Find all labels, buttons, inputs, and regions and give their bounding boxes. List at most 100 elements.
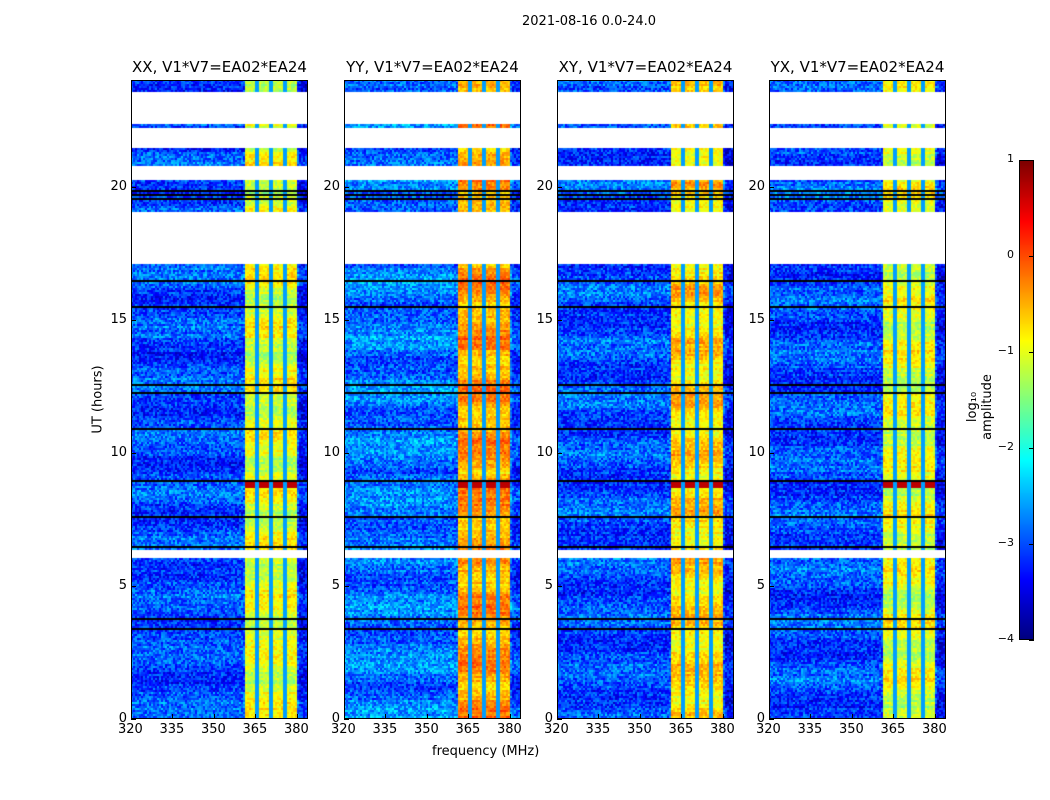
colorbar-label: log₁₀ amplitude [965, 374, 995, 440]
y-tick [344, 452, 349, 454]
colorbar [1019, 160, 1034, 640]
y-tick [769, 186, 774, 188]
x-tick-label: 320 [756, 722, 781, 737]
y-tick-label: 10 [536, 444, 553, 460]
x-tick-label: 380 [496, 722, 522, 737]
colorbar-tick-label: 1 [1007, 152, 1014, 165]
panel-title: XY, V1*V7=EA02*EA24 [558, 58, 733, 76]
y-tick-label: 0 [118, 711, 127, 726]
x-tick [639, 714, 641, 719]
y-tick [131, 319, 136, 321]
y-tick [557, 452, 562, 454]
x-tick [934, 714, 936, 719]
y-tick-label: 0 [331, 711, 340, 726]
x-tick-label: 335 [585, 722, 611, 737]
x-tick-label: 350 [838, 722, 864, 737]
panel-title: XX, V1*V7=EA02*EA24 [132, 58, 307, 76]
x-tick [681, 714, 683, 719]
y-tick [769, 585, 774, 587]
y-tick [344, 186, 349, 188]
x-tick-label: 335 [797, 722, 823, 737]
panel-1: YY, V1*V7=EA02*EA24 320 335 350 365 380 0 5 10 15… [323, 58, 521, 737]
panel-title: YY, V1*V7=EA02*EA24 [346, 58, 519, 76]
x-tick-label: 350 [626, 722, 652, 737]
x-tick [426, 714, 428, 719]
x-tick [851, 714, 853, 719]
x-tick [344, 714, 345, 719]
x-tick [255, 714, 257, 719]
x-tick-label: 365 [668, 722, 694, 737]
y-tick-label: 15 [748, 311, 765, 327]
colorbar-tick [1029, 544, 1034, 545]
colorbar-tick-label: −2 [997, 440, 1014, 453]
colorbar-tick [1029, 352, 1034, 353]
y-tick-label: 20 [536, 178, 553, 194]
x-tick-label: 380 [709, 722, 735, 737]
x-axis-label: frequency (MHz) [432, 744, 540, 759]
y-tick [131, 585, 136, 587]
y-tick-label: 15 [536, 311, 553, 327]
colorbar-tick-label: −3 [997, 536, 1014, 549]
y-tick [557, 585, 562, 587]
x-tick [810, 714, 812, 719]
x-tick [769, 714, 770, 719]
y-tick [769, 719, 774, 720]
heatmap [769, 80, 946, 719]
x-tick [131, 714, 132, 719]
y-tick [131, 452, 136, 454]
y-tick [344, 585, 349, 587]
colorbar-tick [1029, 256, 1034, 257]
y-tick-label: 10 [748, 444, 765, 460]
y-tick-label: 15 [323, 311, 340, 327]
y-tick-label: 5 [118, 577, 127, 593]
y-tick-label: 15 [110, 311, 127, 327]
y-tick [769, 452, 774, 454]
colorbar-tick [1029, 448, 1034, 449]
y-tick-label: 20 [748, 178, 765, 194]
x-tick [172, 714, 174, 719]
y-tick-label: 5 [756, 577, 765, 593]
x-tick [893, 714, 895, 719]
y-tick-label: 10 [110, 444, 127, 460]
x-tick-label: 365 [455, 722, 481, 737]
x-tick-label: 335 [159, 722, 185, 737]
y-tick-label: 0 [756, 711, 765, 726]
heatmap [131, 80, 308, 719]
x-tick [722, 714, 724, 719]
y-tick-label: 5 [544, 577, 553, 593]
figure-title: 2021-08-16 0.0-24.0 [522, 14, 656, 29]
y-tick [131, 186, 136, 188]
x-tick-label: 365 [242, 722, 268, 737]
x-tick [598, 714, 600, 719]
panel-2: XY, V1*V7=EA02*EA24 320 335 350 365 380 0 5 10 15… [536, 58, 734, 737]
colorbar-tick [1029, 640, 1034, 641]
y-axis-label: UT (hours) [90, 365, 106, 434]
y-tick [557, 186, 562, 188]
x-tick [509, 714, 511, 719]
heatmap [557, 80, 734, 719]
y-tick-label: 20 [110, 178, 127, 194]
x-tick-label: 350 [200, 722, 226, 737]
x-tick-label: 320 [544, 722, 569, 737]
x-tick-label: 335 [372, 722, 398, 737]
y-tick [344, 719, 349, 720]
x-tick-label: 350 [413, 722, 439, 737]
colorbar-tick-label: 0 [1007, 248, 1014, 261]
y-tick-label: 10 [323, 444, 340, 460]
panel-3: YX, V1*V7=EA02*EA24 320 335 350 365 380 0 5 10 15… [748, 58, 946, 737]
y-tick [769, 319, 774, 321]
y-tick-label: 20 [323, 178, 340, 194]
y-tick-label: 0 [544, 711, 553, 726]
x-tick [385, 714, 387, 719]
y-tick [131, 719, 136, 720]
heatmap [344, 80, 521, 719]
x-tick [468, 714, 470, 719]
x-tick-label: 380 [921, 722, 947, 737]
x-tick [296, 714, 298, 719]
colorbar-tick-label: −4 [997, 632, 1014, 645]
x-tick-label: 365 [880, 722, 906, 737]
y-tick [557, 719, 562, 720]
colorbar-tick-label: −1 [997, 344, 1014, 357]
panel-0: XX, V1*V7=EA02*EA24 320 335 350 365 380 0 5 10 15… [110, 58, 308, 737]
